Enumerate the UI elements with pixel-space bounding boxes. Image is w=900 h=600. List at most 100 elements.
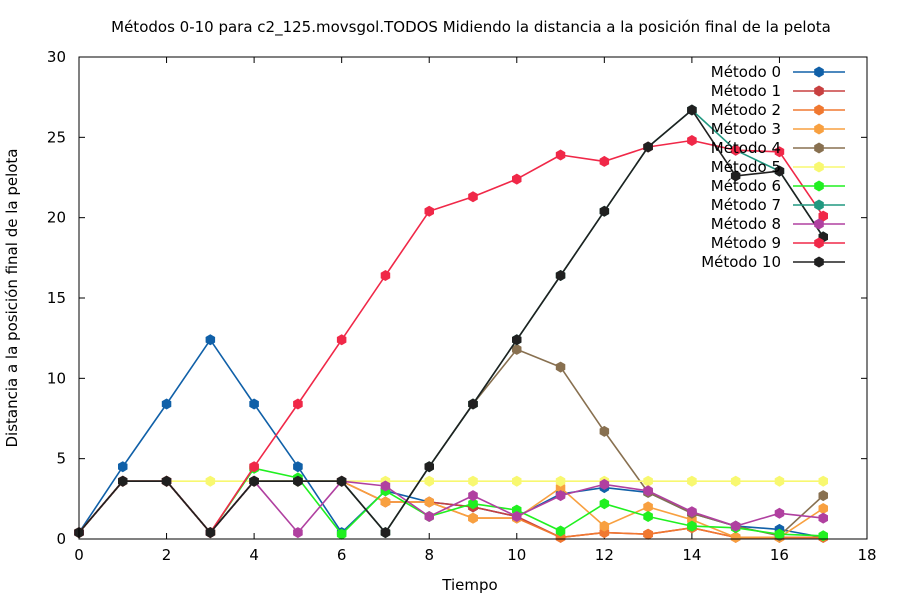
- data-point: [293, 461, 303, 473]
- y-tick-label: 30: [47, 48, 66, 66]
- legend-marker: [814, 142, 824, 154]
- data-point: [424, 461, 434, 473]
- x-tick-label: 16: [770, 546, 789, 564]
- data-point: [468, 475, 478, 487]
- data-point: [205, 527, 216, 539]
- x-tick-label: 4: [249, 546, 259, 564]
- data-point: [599, 520, 610, 532]
- data-point: [730, 520, 741, 532]
- series-line: [78, 467, 824, 537]
- legend-item: Método 0: [711, 63, 845, 81]
- data-point: [687, 135, 697, 146]
- data-point: [336, 475, 347, 487]
- data-point: [643, 501, 653, 513]
- series-10: [74, 104, 828, 539]
- data-point: [818, 512, 828, 524]
- data-point: [687, 475, 697, 487]
- data-point: [161, 398, 172, 410]
- data-point: [730, 144, 741, 156]
- data-point: [293, 398, 303, 410]
- x-tick-label: 10: [507, 546, 526, 564]
- data-point: [555, 525, 566, 537]
- data-point: [599, 425, 610, 437]
- data-point: [643, 511, 653, 522]
- data-point: [205, 475, 216, 487]
- x-tick-label: 14: [682, 546, 701, 564]
- legend-item: Método 10: [701, 253, 845, 271]
- data-point: [468, 498, 478, 510]
- y-tick-label: 10: [47, 369, 66, 387]
- legend-label: Método 7: [711, 196, 781, 214]
- x-tick-label: 8: [424, 546, 434, 564]
- data-point: [555, 270, 566, 281]
- data-point: [643, 485, 653, 497]
- legend-item: Método 2: [711, 101, 845, 119]
- y-tick-label: 15: [47, 289, 66, 307]
- data-point: [161, 475, 172, 487]
- data-point: [687, 104, 697, 116]
- data-point: [555, 475, 566, 487]
- x-axis-title: Tiempo: [441, 576, 497, 594]
- legend-item: Método 4: [711, 139, 845, 157]
- legend-marker: [814, 180, 824, 192]
- data-point: [424, 496, 434, 508]
- data-point: [512, 334, 522, 346]
- legend-label: Método 10: [701, 253, 781, 271]
- legend-marker: [814, 123, 824, 135]
- data-point: [643, 528, 653, 540]
- x-tick-label: 6: [337, 546, 347, 564]
- data-point: [336, 528, 347, 540]
- data-point: [555, 149, 566, 161]
- data-point: [118, 461, 128, 473]
- data-point: [293, 527, 303, 539]
- data-point: [468, 512, 478, 524]
- data-point: [643, 141, 653, 153]
- legend-item: Método 7: [711, 196, 845, 214]
- data-point: [249, 475, 259, 487]
- data-point: [687, 520, 697, 532]
- data-point: [512, 173, 522, 185]
- data-point: [205, 334, 216, 346]
- data-point: [380, 270, 391, 281]
- legend-label: Método 4: [711, 139, 781, 157]
- data-point: [643, 475, 653, 487]
- data-point: [468, 490, 478, 502]
- data-point: [118, 475, 128, 487]
- data-point: [818, 490, 828, 502]
- x-tick-label: 2: [162, 546, 172, 564]
- series-0: [74, 334, 828, 543]
- data-point: [599, 205, 610, 217]
- data-point: [730, 170, 741, 182]
- legend-item: Método 5: [711, 158, 845, 176]
- legend-label: Método 0: [711, 63, 781, 81]
- data-point: [424, 205, 434, 217]
- legend-label: Método 3: [711, 120, 781, 138]
- y-tick-label: 25: [47, 128, 66, 146]
- x-tick-label: 18: [857, 546, 876, 564]
- series-line: [78, 338, 824, 539]
- chart-title: Métodos 0-10 para c2_125.movsgol.TODOS M…: [111, 18, 831, 37]
- legend-label: Método 9: [711, 234, 781, 252]
- data-point: [468, 191, 478, 203]
- series-line: [78, 348, 824, 537]
- legend-item: Método 3: [711, 120, 845, 138]
- data-point: [336, 334, 347, 346]
- plot-frame: [78, 56, 868, 540]
- data-point: [380, 496, 391, 508]
- data-point: [730, 531, 741, 543]
- legend-label: Método 2: [711, 101, 781, 119]
- legend-marker: [814, 218, 824, 230]
- data-point: [687, 506, 697, 518]
- legend-label: Método 6: [711, 177, 781, 195]
- series-layer: [74, 104, 828, 543]
- y-tick-label: 0: [56, 530, 66, 548]
- data-point: [599, 478, 610, 490]
- data-point: [774, 528, 785, 540]
- series-line: [78, 480, 824, 534]
- legend-label: Método 1: [711, 82, 781, 100]
- legend-marker: [814, 237, 824, 249]
- legend-label: Método 5: [711, 158, 781, 176]
- legend-marker: [814, 66, 824, 78]
- data-point: [818, 210, 828, 222]
